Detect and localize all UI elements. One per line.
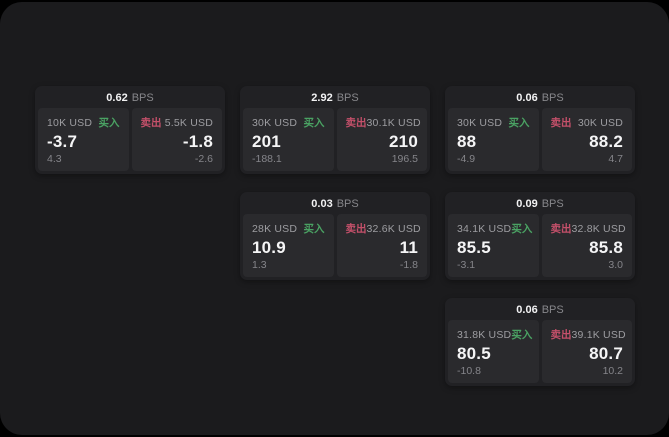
sell-panel[interactable]: 卖出 39.1K USD 80.7 10.2 (541, 320, 632, 383)
spread-value: 0.06 (516, 304, 538, 316)
sell-panel[interactable]: 卖出 30K USD 88.2 4.7 (541, 108, 632, 171)
sell-sub-value: -2.6 (194, 153, 213, 165)
quote-card: 0.03 BPS 28K USD 买入 10.9 1.3 卖出 32.6K USD (240, 192, 430, 280)
sell-label: 卖出 (550, 329, 572, 341)
quote-panels: 30K USD 买入 201 -188.1 卖出 30.1K USD 210 1… (243, 108, 427, 171)
buy-notional: 28K USD (252, 223, 298, 235)
spread-value: 0.09 (516, 198, 538, 210)
sell-notional: 32.8K USD (571, 223, 626, 235)
buy-sub-value: -10.8 (457, 365, 481, 377)
buy-label: 买入 (303, 223, 325, 235)
spread-header: 0.09 BPS (448, 195, 632, 214)
quote-card: 0.62 BPS 10K USD 买入 -3.7 4.3 卖出 5.5K USD (35, 86, 225, 174)
buy-sub-value: -4.9 (457, 153, 476, 165)
sell-sub-value: 4.7 (608, 153, 623, 165)
sell-notional: 30.1K USD (366, 117, 421, 129)
spread-unit: BPS (131, 92, 154, 104)
sell-sub-value: -1.8 (399, 259, 418, 271)
sell-notional: 30K USD (577, 117, 623, 129)
buy-panel[interactable]: 10K USD 买入 -3.7 4.3 (38, 108, 129, 171)
sell-notional: 39.1K USD (571, 329, 626, 341)
spread-unit: BPS (336, 92, 359, 104)
buy-label: 买入 (511, 329, 533, 341)
sell-label: 卖出 (550, 223, 572, 235)
sell-label: 卖出 (345, 223, 367, 235)
buy-sub-value: -3.1 (457, 259, 476, 271)
sell-panel[interactable]: 卖出 30.1K USD 210 196.5 (336, 108, 427, 171)
sell-notional: 32.6K USD (366, 223, 421, 235)
buy-price: 10.9 (252, 237, 286, 257)
sell-panel[interactable]: 卖出 32.6K USD 11 -1.8 (336, 214, 427, 277)
buy-panel[interactable]: 28K USD 买入 10.9 1.3 (243, 214, 334, 277)
buy-price: 201 (252, 131, 281, 151)
buy-label: 买入 (98, 117, 120, 129)
buy-panel[interactable]: 31.8K USD 买入 80.5 -10.8 (448, 320, 539, 383)
buy-notional: 34.1K USD (457, 223, 512, 235)
sell-price: 11 (399, 237, 418, 257)
sell-panel[interactable]: 卖出 5.5K USD -1.8 -2.6 (131, 108, 222, 171)
sell-sub-value: 10.2 (602, 365, 623, 377)
sell-panel[interactable]: 卖出 32.8K USD 85.8 3.0 (541, 214, 632, 277)
buy-sub-value: 1.3 (252, 259, 267, 271)
buy-notional: 30K USD (457, 117, 503, 129)
spread-header: 2.92 BPS (243, 89, 427, 108)
quote-card: 0.06 BPS 31.8K USD 买入 80.5 -10.8 卖出 39.1K… (445, 298, 635, 386)
spread-value: 2.92 (311, 92, 333, 104)
sell-price: 88.2 (589, 131, 623, 151)
spread-header: 0.03 BPS (243, 195, 427, 214)
spread-value: 0.62 (106, 92, 128, 104)
buy-price: 80.5 (457, 343, 491, 363)
buy-panel[interactable]: 30K USD 买入 201 -188.1 (243, 108, 334, 171)
spread-header: 0.06 BPS (448, 89, 632, 108)
quote-card: 2.92 BPS 30K USD 买入 201 -188.1 卖出 30.1K U… (240, 86, 430, 174)
buy-panel[interactable]: 34.1K USD 买入 85.5 -3.1 (448, 214, 539, 277)
buy-sub-value: 4.3 (47, 153, 62, 165)
spread-unit: BPS (541, 304, 564, 316)
spread-header: 0.06 BPS (448, 301, 632, 320)
buy-label: 买入 (511, 223, 533, 235)
sell-price: 210 (389, 131, 418, 151)
quote-panels: 31.8K USD 买入 80.5 -10.8 卖出 39.1K USD 80.… (448, 320, 632, 383)
quote-cards-grid: 0.62 BPS 10K USD 买入 -3.7 4.3 卖出 5.5K USD (35, 86, 635, 386)
buy-price: -3.7 (47, 131, 78, 151)
spread-unit: BPS (336, 198, 359, 210)
buy-label: 买入 (303, 117, 325, 129)
buy-price: 85.5 (457, 237, 491, 257)
buy-sub-value: -188.1 (252, 153, 282, 165)
quote-panels: 28K USD 买入 10.9 1.3 卖出 32.6K USD 11 -1.8 (243, 214, 427, 277)
spread-header: 0.62 BPS (38, 89, 222, 108)
buy-notional: 10K USD (47, 117, 93, 129)
sell-price: -1.8 (182, 131, 213, 151)
buy-panel[interactable]: 30K USD 买入 88 -4.9 (448, 108, 539, 171)
sell-price: 80.7 (589, 343, 623, 363)
spread-value: 0.06 (516, 92, 538, 104)
quote-panels: 10K USD 买入 -3.7 4.3 卖出 5.5K USD -1.8 -2.… (38, 108, 222, 171)
quote-panels: 30K USD 买入 88 -4.9 卖出 30K USD 88.2 4.7 (448, 108, 632, 171)
spread-unit: BPS (541, 198, 564, 210)
quote-panels: 34.1K USD 买入 85.5 -3.1 卖出 32.8K USD 85.8… (448, 214, 632, 277)
spread-unit: BPS (541, 92, 564, 104)
buy-notional: 31.8K USD (457, 329, 512, 341)
sell-label: 卖出 (345, 117, 367, 129)
buy-label: 买入 (508, 117, 530, 129)
sell-label: 卖出 (550, 117, 572, 129)
sell-label: 卖出 (140, 117, 162, 129)
quote-card: 0.06 BPS 30K USD 买入 88 -4.9 卖出 30K USD (445, 86, 635, 174)
sell-notional: 5.5K USD (164, 117, 213, 129)
sell-sub-value: 3.0 (608, 259, 623, 271)
spread-value: 0.03 (311, 198, 333, 210)
quote-card: 0.09 BPS 34.1K USD 买入 85.5 -3.1 卖出 32.8K … (445, 192, 635, 280)
buy-price: 88 (457, 131, 477, 151)
buy-notional: 30K USD (252, 117, 298, 129)
sell-price: 85.8 (589, 237, 623, 257)
sell-sub-value: 196.5 (391, 153, 418, 165)
